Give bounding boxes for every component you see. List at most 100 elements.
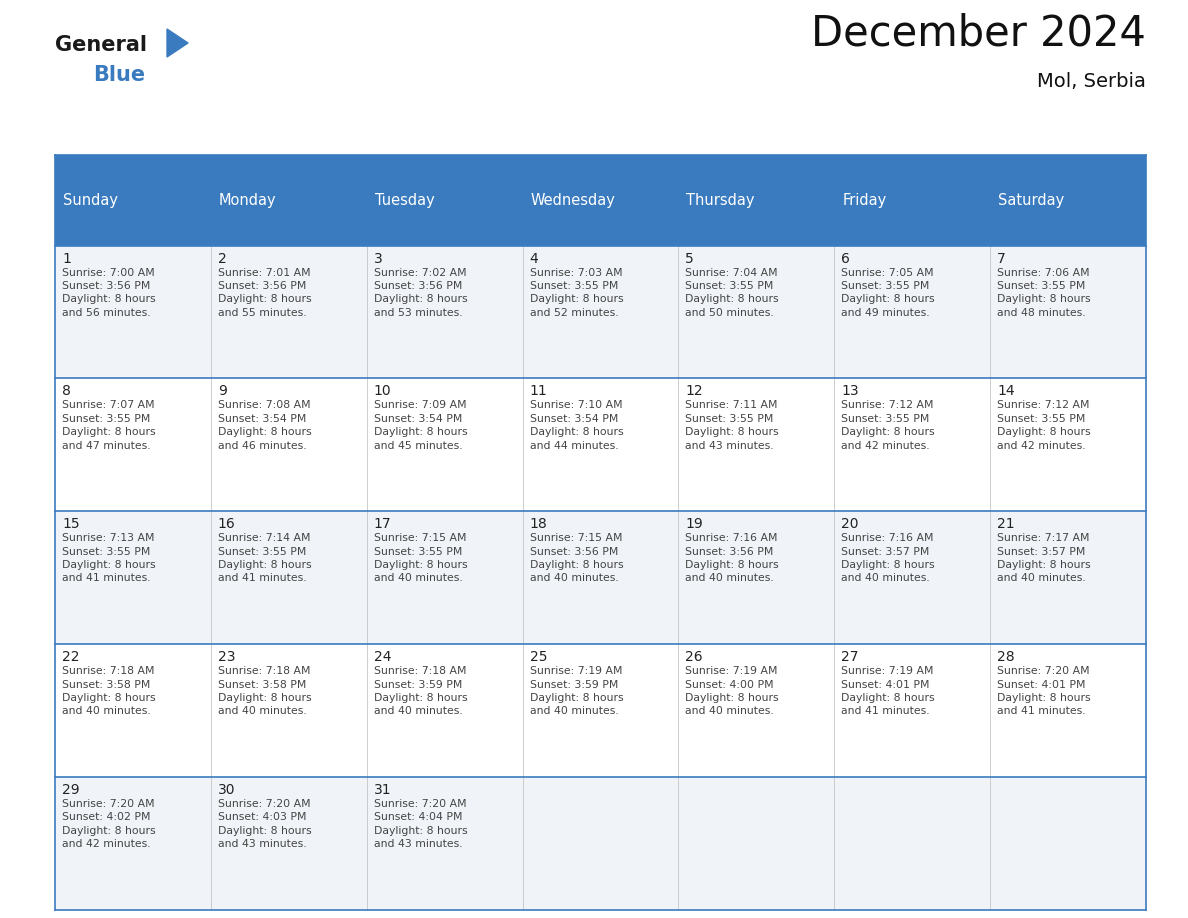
Bar	[834, 155, 990, 246]
Bar	[55, 778, 210, 910]
Bar	[990, 778, 1146, 910]
Bar	[367, 778, 523, 910]
Bar	[367, 644, 523, 778]
Bar	[990, 155, 1146, 246]
Text: 10: 10	[374, 385, 391, 398]
Text: 22: 22	[62, 650, 80, 665]
Text: Sunrise: 7:15 AM
Sunset: 3:56 PM
Daylight: 8 hours
and 40 minutes.: Sunrise: 7:15 AM Sunset: 3:56 PM Dayligh…	[530, 533, 624, 584]
Bar	[210, 511, 367, 644]
Bar	[523, 155, 678, 246]
Bar	[55, 246, 210, 378]
Text: 20: 20	[841, 518, 859, 532]
Text: Sunrise: 7:00 AM
Sunset: 3:56 PM
Daylight: 8 hours
and 56 minutes.: Sunrise: 7:00 AM Sunset: 3:56 PM Dayligh…	[62, 268, 156, 318]
Text: Monday: Monday	[219, 193, 277, 207]
Bar	[834, 246, 990, 378]
Bar	[210, 778, 367, 910]
Bar	[367, 511, 523, 644]
Bar	[678, 778, 834, 910]
Bar	[55, 644, 210, 778]
Bar	[210, 155, 367, 246]
Text: Sunrise: 7:18 AM
Sunset: 3:58 PM
Daylight: 8 hours
and 40 minutes.: Sunrise: 7:18 AM Sunset: 3:58 PM Dayligh…	[217, 666, 311, 716]
Bar	[523, 778, 678, 910]
Text: Sunrise: 7:18 AM
Sunset: 3:59 PM
Daylight: 8 hours
and 40 minutes.: Sunrise: 7:18 AM Sunset: 3:59 PM Dayligh…	[374, 666, 467, 716]
Text: 14: 14	[997, 385, 1015, 398]
Text: 1: 1	[62, 252, 71, 265]
Text: Sunrise: 7:19 AM
Sunset: 4:00 PM
Daylight: 8 hours
and 40 minutes.: Sunrise: 7:19 AM Sunset: 4:00 PM Dayligh…	[685, 666, 779, 716]
Text: 18: 18	[530, 518, 548, 532]
Text: 19: 19	[685, 518, 703, 532]
Text: Tuesday: Tuesday	[374, 193, 435, 207]
Text: Sunrise: 7:02 AM
Sunset: 3:56 PM
Daylight: 8 hours
and 53 minutes.: Sunrise: 7:02 AM Sunset: 3:56 PM Dayligh…	[374, 268, 467, 318]
Text: Sunrise: 7:16 AM
Sunset: 3:56 PM
Daylight: 8 hours
and 40 minutes.: Sunrise: 7:16 AM Sunset: 3:56 PM Dayligh…	[685, 533, 779, 584]
Text: 24: 24	[374, 650, 391, 665]
Text: Sunrise: 7:11 AM
Sunset: 3:55 PM
Daylight: 8 hours
and 43 minutes.: Sunrise: 7:11 AM Sunset: 3:55 PM Dayligh…	[685, 400, 779, 451]
Text: 15: 15	[62, 518, 80, 532]
Bar	[55, 155, 210, 246]
Text: Mol, Serbia: Mol, Serbia	[1037, 72, 1146, 91]
Bar	[55, 511, 210, 644]
Text: Sunrise: 7:06 AM
Sunset: 3:55 PM
Daylight: 8 hours
and 48 minutes.: Sunrise: 7:06 AM Sunset: 3:55 PM Dayligh…	[997, 268, 1091, 318]
Bar	[367, 155, 523, 246]
Text: 21: 21	[997, 518, 1015, 532]
Bar	[678, 511, 834, 644]
Bar	[834, 644, 990, 778]
Text: 23: 23	[217, 650, 235, 665]
Text: Sunrise: 7:01 AM
Sunset: 3:56 PM
Daylight: 8 hours
and 55 minutes.: Sunrise: 7:01 AM Sunset: 3:56 PM Dayligh…	[217, 268, 311, 318]
Text: 12: 12	[685, 385, 703, 398]
Text: Sunrise: 7:13 AM
Sunset: 3:55 PM
Daylight: 8 hours
and 41 minutes.: Sunrise: 7:13 AM Sunset: 3:55 PM Dayligh…	[62, 533, 156, 584]
Text: Sunrise: 7:14 AM
Sunset: 3:55 PM
Daylight: 8 hours
and 41 minutes.: Sunrise: 7:14 AM Sunset: 3:55 PM Dayligh…	[217, 533, 311, 584]
Text: Sunrise: 7:07 AM
Sunset: 3:55 PM
Daylight: 8 hours
and 47 minutes.: Sunrise: 7:07 AM Sunset: 3:55 PM Dayligh…	[62, 400, 156, 451]
Bar	[678, 644, 834, 778]
Text: General: General	[55, 35, 147, 55]
Text: Sunrise: 7:12 AM
Sunset: 3:55 PM
Daylight: 8 hours
and 42 minutes.: Sunrise: 7:12 AM Sunset: 3:55 PM Dayligh…	[841, 400, 935, 451]
Bar	[210, 644, 367, 778]
Bar	[678, 155, 834, 246]
Text: 9: 9	[217, 385, 227, 398]
Bar	[990, 511, 1146, 644]
Text: Sunrise: 7:08 AM
Sunset: 3:54 PM
Daylight: 8 hours
and 46 minutes.: Sunrise: 7:08 AM Sunset: 3:54 PM Dayligh…	[217, 400, 311, 451]
Bar	[523, 511, 678, 644]
Text: Blue: Blue	[93, 65, 145, 85]
Bar	[523, 378, 678, 511]
Text: Saturday: Saturday	[998, 193, 1064, 207]
Text: Sunrise: 7:19 AM
Sunset: 3:59 PM
Daylight: 8 hours
and 40 minutes.: Sunrise: 7:19 AM Sunset: 3:59 PM Dayligh…	[530, 666, 624, 716]
Polygon shape	[168, 29, 188, 57]
Bar	[990, 378, 1146, 511]
Text: 6: 6	[841, 252, 851, 265]
Text: 28: 28	[997, 650, 1015, 665]
Text: Sunrise: 7:16 AM
Sunset: 3:57 PM
Daylight: 8 hours
and 40 minutes.: Sunrise: 7:16 AM Sunset: 3:57 PM Dayligh…	[841, 533, 935, 584]
Text: 30: 30	[217, 783, 235, 797]
Text: Wednesday: Wednesday	[531, 193, 615, 207]
Text: Thursday: Thursday	[687, 193, 754, 207]
Text: 25: 25	[530, 650, 546, 665]
Bar	[678, 246, 834, 378]
Text: 17: 17	[374, 518, 391, 532]
Bar	[55, 378, 210, 511]
Bar	[990, 246, 1146, 378]
Text: 5: 5	[685, 252, 694, 265]
Text: Sunrise: 7:20 AM
Sunset: 4:03 PM
Daylight: 8 hours
and 43 minutes.: Sunrise: 7:20 AM Sunset: 4:03 PM Dayligh…	[217, 800, 311, 849]
Bar	[367, 246, 523, 378]
Text: 7: 7	[997, 252, 1006, 265]
Bar	[210, 378, 367, 511]
Bar	[834, 511, 990, 644]
Text: Sunrise: 7:20 AM
Sunset: 4:01 PM
Daylight: 8 hours
and 41 minutes.: Sunrise: 7:20 AM Sunset: 4:01 PM Dayligh…	[997, 666, 1091, 716]
Text: Sunrise: 7:18 AM
Sunset: 3:58 PM
Daylight: 8 hours
and 40 minutes.: Sunrise: 7:18 AM Sunset: 3:58 PM Dayligh…	[62, 666, 156, 716]
Bar	[367, 378, 523, 511]
Text: Sunrise: 7:05 AM
Sunset: 3:55 PM
Daylight: 8 hours
and 49 minutes.: Sunrise: 7:05 AM Sunset: 3:55 PM Dayligh…	[841, 268, 935, 318]
Text: Sunrise: 7:20 AM
Sunset: 4:04 PM
Daylight: 8 hours
and 43 minutes.: Sunrise: 7:20 AM Sunset: 4:04 PM Dayligh…	[374, 800, 467, 849]
Text: December 2024: December 2024	[811, 12, 1146, 54]
Text: Sunrise: 7:15 AM
Sunset: 3:55 PM
Daylight: 8 hours
and 40 minutes.: Sunrise: 7:15 AM Sunset: 3:55 PM Dayligh…	[374, 533, 467, 584]
Text: 4: 4	[530, 252, 538, 265]
Text: 8: 8	[62, 385, 71, 398]
Bar	[210, 246, 367, 378]
Bar	[834, 378, 990, 511]
Text: Sunrise: 7:12 AM
Sunset: 3:55 PM
Daylight: 8 hours
and 42 minutes.: Sunrise: 7:12 AM Sunset: 3:55 PM Dayligh…	[997, 400, 1091, 451]
Bar	[523, 644, 678, 778]
Text: 27: 27	[841, 650, 859, 665]
Text: Sunrise: 7:03 AM
Sunset: 3:55 PM
Daylight: 8 hours
and 52 minutes.: Sunrise: 7:03 AM Sunset: 3:55 PM Dayligh…	[530, 268, 624, 318]
Text: 2: 2	[217, 252, 227, 265]
Bar	[678, 378, 834, 511]
Text: Friday: Friday	[842, 193, 886, 207]
Bar	[990, 644, 1146, 778]
